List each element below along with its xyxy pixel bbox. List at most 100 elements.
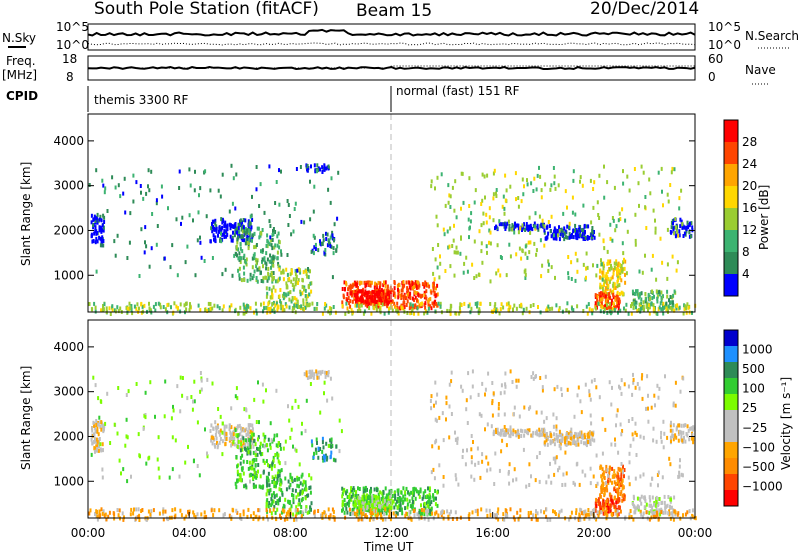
data-cell bbox=[370, 511, 373, 515]
data-cell bbox=[672, 423, 675, 428]
data-cell bbox=[193, 513, 196, 518]
data-cell bbox=[382, 499, 385, 504]
data-cell bbox=[235, 386, 238, 391]
data-cell bbox=[559, 441, 562, 446]
data-cell bbox=[247, 224, 250, 229]
data-cell bbox=[237, 311, 240, 316]
data-cell bbox=[530, 433, 533, 438]
data-cell bbox=[268, 488, 271, 493]
data-cell bbox=[200, 378, 203, 383]
data-cell bbox=[416, 306, 419, 311]
data-cell bbox=[155, 201, 158, 206]
data-cell bbox=[309, 505, 312, 510]
data-cell bbox=[252, 458, 255, 463]
data-cell bbox=[601, 297, 604, 301]
data-cell bbox=[242, 428, 245, 433]
data-cell bbox=[237, 222, 240, 227]
data-cell bbox=[471, 262, 474, 267]
data-cell bbox=[465, 398, 468, 403]
data-cell bbox=[410, 311, 413, 315]
data-cell bbox=[601, 507, 604, 512]
data-cell bbox=[251, 238, 253, 243]
data-cell bbox=[167, 206, 169, 211]
data-cell bbox=[396, 496, 399, 501]
data-cell bbox=[154, 414, 156, 419]
data-cell bbox=[536, 517, 539, 522]
data-cell bbox=[138, 306, 140, 311]
data-cell bbox=[574, 251, 577, 256]
data-cell bbox=[376, 294, 379, 299]
data-cell bbox=[545, 507, 548, 512]
data-cell bbox=[562, 472, 565, 477]
data-cell bbox=[123, 515, 125, 520]
data-cell bbox=[560, 227, 563, 232]
data-cell bbox=[400, 296, 403, 300]
data-cell bbox=[509, 434, 512, 439]
data-cell bbox=[606, 249, 609, 254]
data-cell bbox=[306, 274, 309, 279]
data-cell bbox=[375, 497, 378, 501]
data-cell bbox=[487, 371, 490, 376]
data-cell bbox=[432, 493, 435, 498]
data-cell bbox=[151, 212, 154, 216]
data-cell bbox=[319, 239, 321, 244]
data-cell bbox=[620, 468, 623, 473]
data-cell bbox=[675, 227, 678, 232]
data-cell bbox=[640, 376, 643, 381]
freq-tick-bottom: 8 bbox=[66, 70, 74, 84]
data-cell bbox=[482, 211, 485, 216]
data-cell bbox=[658, 292, 661, 297]
data-cell bbox=[470, 306, 473, 311]
data-cell bbox=[565, 432, 568, 436]
data-cell bbox=[555, 424, 558, 429]
data-cell bbox=[598, 395, 601, 400]
data-cell bbox=[507, 308, 510, 313]
data-cell bbox=[250, 225, 253, 230]
data-cell bbox=[623, 306, 625, 311]
data-cell bbox=[583, 224, 586, 229]
data-cell bbox=[239, 474, 242, 479]
data-cell bbox=[244, 446, 246, 451]
data-cell bbox=[317, 509, 320, 513]
data-cell bbox=[606, 275, 609, 280]
data-cell bbox=[593, 508, 596, 512]
data-cell bbox=[273, 245, 276, 250]
data-cell bbox=[462, 270, 465, 275]
data-cell bbox=[96, 422, 99, 427]
data-cell bbox=[558, 225, 560, 230]
x-tick-label: 04:00 bbox=[172, 526, 207, 540]
data-cell bbox=[623, 266, 626, 271]
data-cell bbox=[280, 468, 283, 473]
data-cell bbox=[301, 277, 304, 282]
data-cell bbox=[271, 277, 274, 282]
data-cell bbox=[471, 369, 474, 374]
data-cell bbox=[681, 473, 684, 478]
data-cell bbox=[164, 509, 167, 514]
data-cell bbox=[658, 508, 661, 513]
data-cell bbox=[373, 502, 376, 507]
data-cell bbox=[575, 511, 578, 516]
data-cell bbox=[619, 509, 622, 514]
data-cell bbox=[595, 497, 598, 502]
data-cell bbox=[359, 295, 362, 300]
data-cell bbox=[390, 497, 393, 502]
data-cell bbox=[635, 432, 638, 437]
data-cell bbox=[577, 438, 580, 443]
data-cell bbox=[621, 486, 624, 491]
data-cell bbox=[504, 173, 507, 178]
data-cell bbox=[220, 227, 223, 232]
data-cell bbox=[508, 224, 511, 228]
data-cell bbox=[258, 266, 261, 271]
data-cell bbox=[230, 303, 233, 308]
data-cell bbox=[675, 225, 677, 230]
data-cell bbox=[247, 246, 250, 251]
data-cell bbox=[558, 228, 561, 233]
data-cell bbox=[305, 297, 308, 301]
data-cell bbox=[277, 453, 280, 458]
data-cell bbox=[386, 500, 389, 505]
data-cell bbox=[621, 269, 624, 274]
data-cell bbox=[555, 232, 558, 237]
data-cell bbox=[528, 428, 531, 433]
data-cell bbox=[687, 225, 690, 229]
